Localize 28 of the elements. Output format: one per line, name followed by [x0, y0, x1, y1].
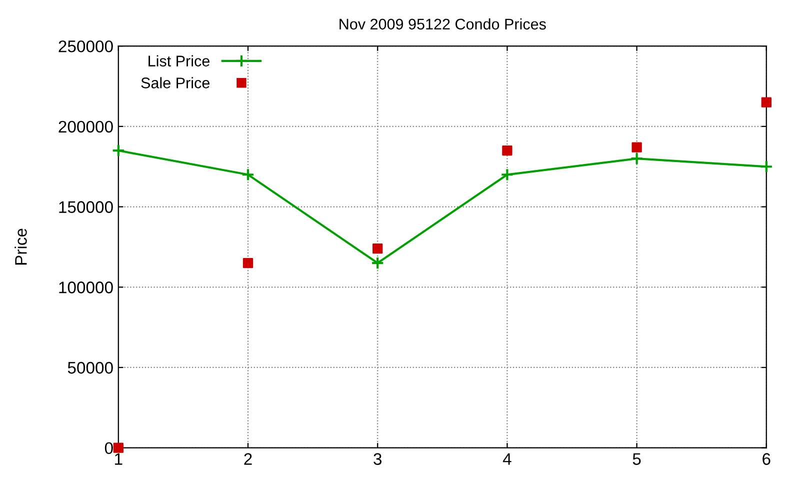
point: [761, 97, 772, 108]
x-tick-label: 4: [502, 453, 512, 465]
point: [372, 243, 383, 254]
point: [241, 168, 255, 182]
y-tick-label: 0: [104, 442, 113, 454]
x-tick-label: 3: [374, 453, 382, 465]
point: [113, 442, 124, 453]
point: [630, 152, 644, 166]
y-axis-title: Price: [14, 228, 27, 265]
point: [500, 168, 514, 182]
legend-label: List Price: [148, 55, 210, 66]
y-tick-label: 250000: [58, 40, 113, 52]
x-tick-label: 5: [632, 453, 641, 465]
y-tick-label: 150000: [59, 201, 113, 213]
point: [632, 142, 642, 152]
legend-label: Sale Price: [141, 77, 210, 88]
y-tick-label: 200000: [58, 120, 113, 133]
x-tick-label: 2: [244, 453, 252, 465]
point: [112, 144, 125, 158]
x-tick-label: 6: [762, 453, 770, 465]
point: [371, 256, 384, 270]
y-tick-label: 100000: [59, 282, 113, 294]
point: [502, 145, 512, 156]
x-tick-label: 1: [115, 453, 122, 465]
point: [760, 160, 773, 174]
point: [242, 258, 254, 268]
y-tick-label: 50000: [68, 362, 113, 374]
chart-title: Nov 2009 95122 Condo Prices: [340, 18, 546, 30]
